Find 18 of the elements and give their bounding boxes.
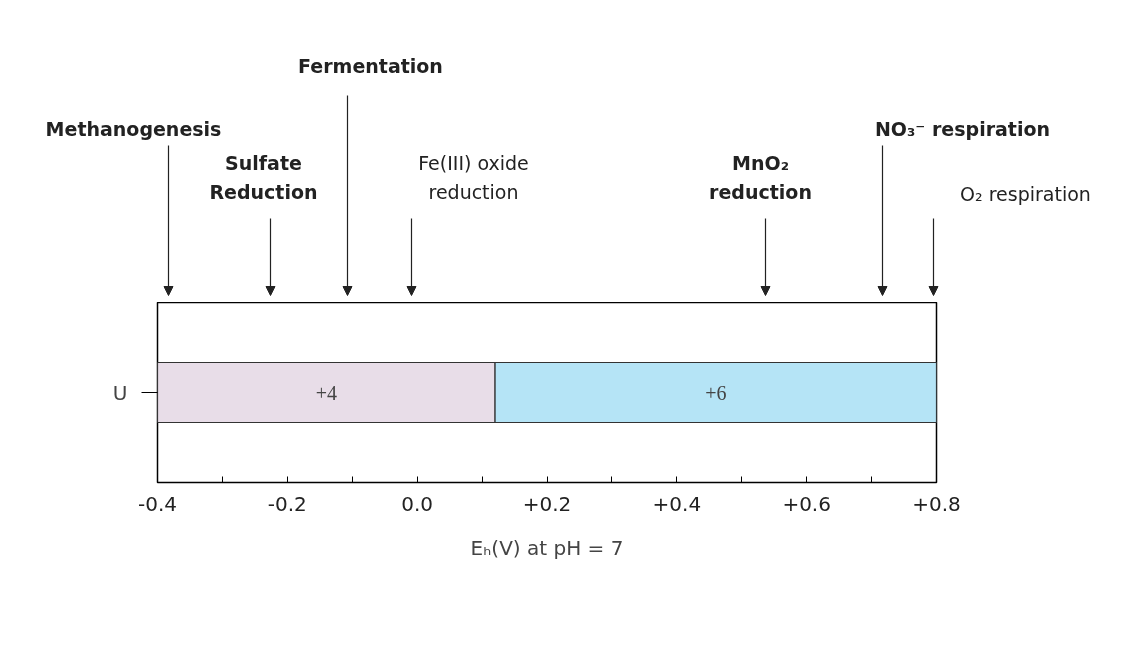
series-label: +4 [315,381,337,404]
text: Fermentation [298,54,443,77]
x-tick-label: -0.4 [137,491,178,516]
x-tick-label: 0.0 [401,491,434,516]
x-tick-label: -0.2 [267,491,307,516]
text: MnO₂ reduction [709,152,812,203]
text: NO₃⁻ respiration [874,117,1051,140]
x-tick-label: +0.2 [522,491,572,516]
y-tick-label: U [112,380,128,405]
text: O₂ respiration [960,182,1091,205]
x-tick-label: +0.6 [782,491,831,516]
x-tick-label: +0.8 [912,491,961,516]
x-axis-title: Eₕ(V) at pH = 7 [470,535,624,560]
text: Sulfate Reduction [209,152,318,203]
text: Methanogenesis [45,117,222,140]
text: Fe(III) oxide reduction [418,152,529,203]
series-label: +6 [705,381,727,404]
x-tick-label: +0.4 [652,491,702,516]
